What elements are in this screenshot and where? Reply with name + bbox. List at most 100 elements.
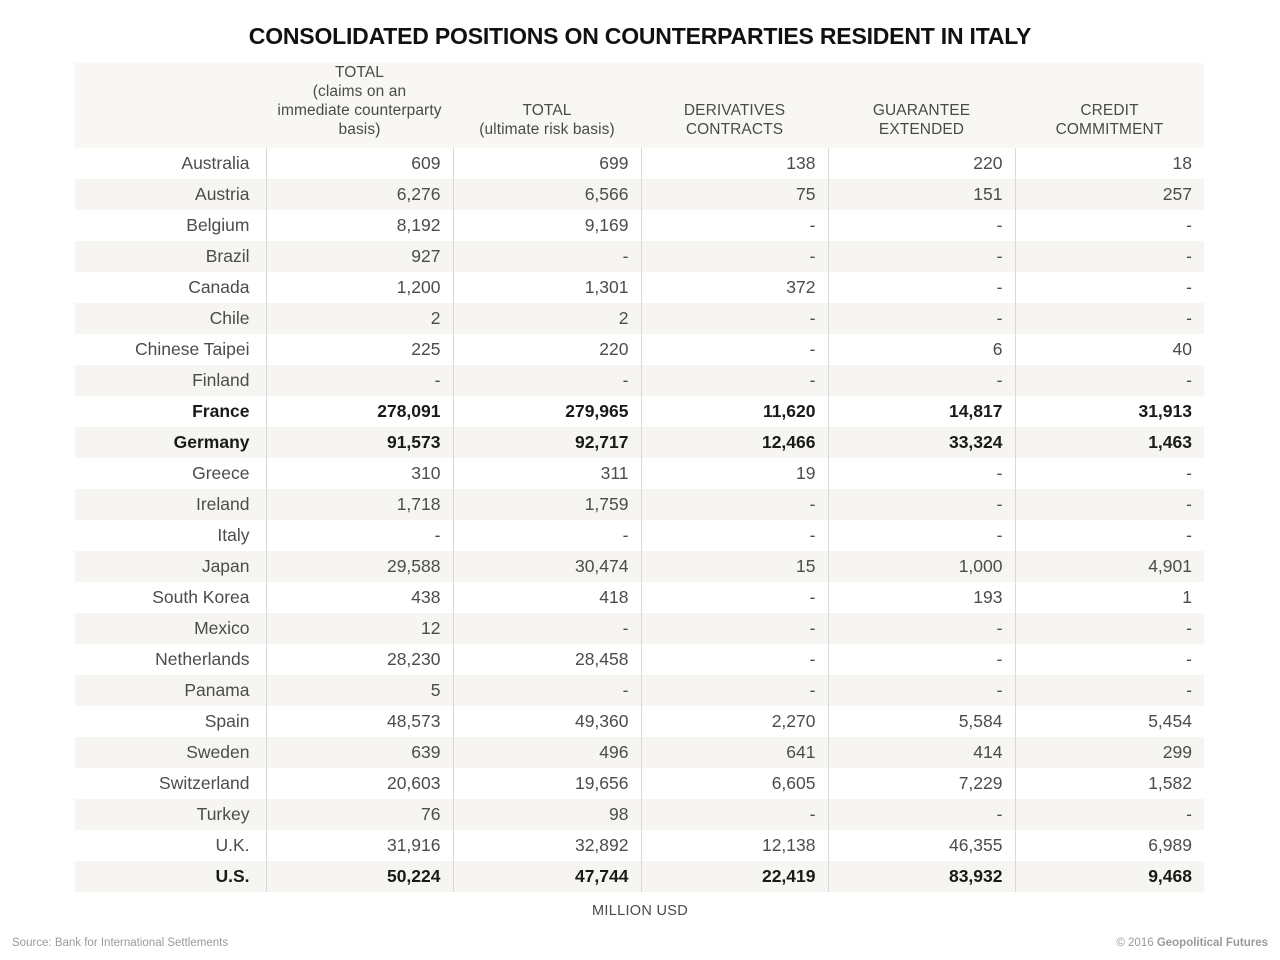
table-cell-total_immediate: 609 [265, 148, 453, 179]
column-header-guarantee-main: GUARANTEE [872, 102, 971, 119]
table-cell-credit_commitment: 5,454 [1014, 706, 1204, 737]
table-row: Greece 310 311 19- - [75, 458, 1204, 489]
table-cell-derivatives_contracts: - [640, 644, 828, 675]
table-cell-credit_commitment: - [1014, 613, 1204, 644]
table-cell-total_immediate: 5 [265, 675, 453, 706]
table-cell-country: Australia [75, 148, 266, 179]
table-cell-total_ultimate: - [452, 613, 641, 644]
table-row: Netherlands 28,230 28,458- - - [75, 644, 1204, 675]
table-cell-guarantee_extended: - [827, 675, 1015, 706]
table-row: Switzerland 20,603 19,656 6,605 7,229 1,582 [75, 768, 1204, 799]
table-cell-total_immediate: 225 [265, 334, 453, 365]
table-header-row: TOTAL (claims on an immediate counterpar… [75, 63, 1204, 148]
table-cell-total_immediate: 278,091 [265, 396, 453, 427]
table-cell-credit_commitment: 31,913 [1014, 396, 1204, 427]
table-cell-total_ultimate: 92,717 [452, 427, 641, 458]
table-cell-credit_commitment: - [1014, 644, 1204, 675]
table-cell-derivatives_contracts: 11,620 [640, 396, 828, 427]
table-cell-country: U.S. [75, 861, 266, 892]
column-header-derivatives-main: DERIVATIVES [683, 102, 786, 119]
page-title: CONSOLIDATED POSITIONS ON COUNTERPARTIES… [248, 23, 1032, 50]
table-row: Austria 6,276 6,566 75 151 257 [75, 179, 1204, 210]
table-cell-total_ultimate: 47,744 [452, 861, 641, 892]
footer-copyright-prefix: © 2016 [1116, 937, 1157, 949]
table-cell-derivatives_contracts: 641 [640, 737, 828, 768]
table-cell-country: Canada [75, 272, 266, 303]
column-header-total-immediate: TOTAL (claims on an immediate counterpar… [266, 63, 453, 148]
table-row: Canada 1,200 1,301 372- - [75, 272, 1204, 303]
table-cell-total_ultimate: 6,566 [452, 179, 641, 210]
table-cell-total_immediate: 12 [265, 613, 453, 644]
table-cell-total_ultimate: 699 [452, 148, 641, 179]
table-cell-country: Netherlands [75, 644, 266, 675]
consolidated-positions-table: TOTAL (claims on an immediate counterpar… [75, 63, 1204, 892]
table-cell-guarantee_extended: - [827, 210, 1015, 241]
table-cell-country: Ireland [75, 489, 266, 520]
table-cell-country: Chile [75, 303, 266, 334]
table-cell-total_immediate: 28,230 [265, 644, 453, 675]
table-cell-credit_commitment: - [1014, 303, 1204, 334]
table-cell-total_immediate: 1,200 [265, 272, 453, 303]
table-cell-total_immediate: 1,718 [265, 489, 453, 520]
table-cell-credit_commitment: 299 [1014, 737, 1204, 768]
table-cell-total_immediate: 2 [265, 303, 453, 334]
table-cell-guarantee_extended: 193 [827, 582, 1015, 613]
table-cell-total_ultimate: 30,474 [452, 551, 641, 582]
table-cell-total_ultimate: 49,360 [452, 706, 641, 737]
table-cell-country: Belgium [75, 210, 266, 241]
table-cell-country: Brazil [75, 241, 266, 272]
table-cell-derivatives_contracts: 75 [640, 179, 828, 210]
table-cell-total_immediate: 31,916 [265, 830, 453, 861]
table-cell-derivatives_contracts: 138 [640, 148, 828, 179]
table-cell-country: France [75, 396, 266, 427]
table-row: Germany 91,573 92,717 12,466 33,324 1,463 [75, 427, 1204, 458]
footer-source: Source: Bank for International Settlemen… [12, 937, 229, 949]
table-cell-country: Greece [75, 458, 266, 489]
table-cell-total_immediate: - [265, 520, 453, 551]
table-cell-derivatives_contracts: 12,466 [640, 427, 828, 458]
table-cell-guarantee_extended: - [827, 799, 1015, 830]
table-cell-derivatives_contracts: - [640, 582, 828, 613]
table-cell-credit_commitment: - [1014, 799, 1204, 830]
table-row: Sweden 639 496 641 414 299 [75, 737, 1204, 768]
table-cell-credit_commitment: 1,582 [1014, 768, 1204, 799]
table-cell-credit_commitment: 9,468 [1014, 861, 1204, 892]
table-cell-derivatives_contracts: 372 [640, 272, 828, 303]
table-row: Turkey 76 98- - - [75, 799, 1204, 830]
table-cell-country: Switzerland [75, 768, 266, 799]
table-cell-total_immediate: 76 [265, 799, 453, 830]
table-cell-total_ultimate: - [452, 241, 641, 272]
table-cell-derivatives_contracts: - [640, 210, 828, 241]
column-header-credit-commitment: CREDIT COMMITMENT [1015, 63, 1204, 148]
table-cell-total_immediate: 48,573 [265, 706, 453, 737]
table-cell-country: Italy [75, 520, 266, 551]
column-header-credit-sub: COMMITMENT [1055, 121, 1164, 138]
table-cell-total_ultimate: 279,965 [452, 396, 641, 427]
table-row: U.S. 50,224 47,744 22,419 83,932 9,468 [75, 861, 1204, 892]
table-cell-country: Turkey [75, 799, 266, 830]
table-cell-guarantee_extended: 5,584 [827, 706, 1015, 737]
table-cell-derivatives_contracts: - [640, 365, 828, 396]
table-cell-derivatives_contracts: - [640, 303, 828, 334]
table-cell-total_ultimate: - [452, 520, 641, 551]
table-cell-derivatives_contracts: 15 [640, 551, 828, 582]
column-header-derivatives-sub: CONTRACTS [685, 121, 784, 138]
unit-label: MILLION USD [592, 903, 688, 919]
table-cell-total_immediate: 50,224 [265, 861, 453, 892]
table-cell-credit_commitment: - [1014, 272, 1204, 303]
table-row: Spain 48,573 49,360 2,270 5,584 5,454 [75, 706, 1204, 737]
table-cell-guarantee_extended: 151 [827, 179, 1015, 210]
table-cell-credit_commitment: - [1014, 675, 1204, 706]
table-row: South Korea 438 418-193 1 [75, 582, 1204, 613]
table-row: U.K. 31,916 32,892 12,138 46,355 6,989 [75, 830, 1204, 861]
table-cell-total_immediate: 438 [265, 582, 453, 613]
table-row: Chinese Taipei 225 220-6 40 [75, 334, 1204, 365]
table-cell-credit_commitment: 18 [1014, 148, 1204, 179]
table-cell-guarantee_extended: 83,932 [827, 861, 1015, 892]
table-cell-total_ultimate: 9,169 [452, 210, 641, 241]
table-cell-credit_commitment: 4,901 [1014, 551, 1204, 582]
table-cell-credit_commitment: - [1014, 489, 1204, 520]
table-row: Japan 29,588 30,474 15 1,000 4,901 [75, 551, 1204, 582]
table-cell-total_ultimate: 28,458 [452, 644, 641, 675]
table-cell-total_ultimate: - [452, 675, 641, 706]
